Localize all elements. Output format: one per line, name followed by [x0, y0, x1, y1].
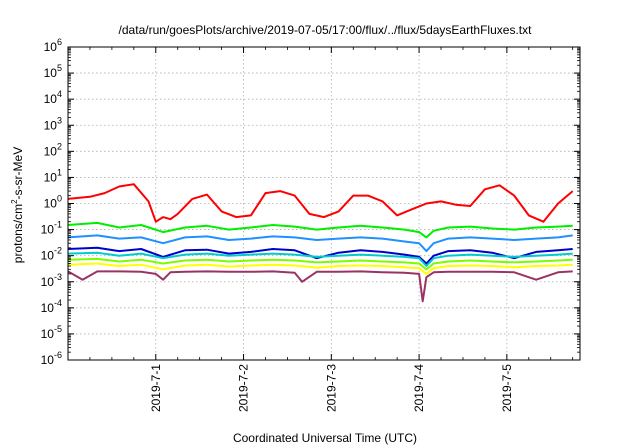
y-tick-label-exp: -1: [54, 220, 62, 230]
y-tick-label: 10-2: [41, 246, 62, 263]
x-tick-label: 2019-7-5: [500, 364, 514, 412]
y-tick-label-exp: -5: [54, 324, 62, 334]
x-axis-label: Coordinated Universal Time (UTC): [233, 431, 417, 445]
axis-ticks: [68, 46, 580, 361]
series-line: [67, 257, 573, 271]
y-tick-label: 10-3: [41, 272, 62, 289]
y-tick-label-exp: 5: [57, 63, 62, 73]
series-line: [67, 234, 573, 253]
series-line: [67, 262, 573, 275]
y-tick-label-exp: 2: [57, 141, 62, 151]
y-tick-label-exp: 6: [57, 37, 62, 47]
y-axis-label-sup: 2: [10, 199, 19, 204]
x-tick-label: 2019-7-1: [149, 364, 163, 412]
y-tick-label: 101: [44, 167, 62, 184]
y-tick-label: 102: [44, 141, 62, 158]
y-tick-label: 100: [44, 194, 62, 211]
series-line: [67, 270, 573, 303]
y-axis-label: protons/cm2-s-sr-MeV: [10, 147, 25, 263]
x-tick-label: 2019-7-2: [237, 364, 251, 412]
y-tick-label-base: 10: [41, 327, 55, 341]
y-tick-label: 105: [44, 63, 62, 80]
y-tick-label: 104: [44, 89, 62, 106]
x-tick-labels: 2019-7-1 2019-7-2 2019-7-3 2019-7-4 2019-7-5: [149, 364, 514, 412]
y-tick-label-exp: 3: [57, 115, 62, 125]
y-tick-label-exp: 4: [57, 89, 62, 99]
series-layer: [67, 183, 574, 303]
y-tick-label-base: 10: [44, 144, 58, 158]
series-line: [67, 246, 573, 265]
y-tick-label-base: 10: [41, 275, 55, 289]
y-tick-label-base: 10: [44, 197, 58, 211]
y-tick-label: 10-5: [41, 324, 62, 341]
y-tick-label-exp: -2: [54, 246, 62, 256]
series-line: [67, 251, 573, 267]
y-tick-label-base: 10: [41, 301, 55, 315]
y-tick-label-base: 10: [44, 66, 58, 80]
y-tick-label-base: 10: [44, 92, 58, 106]
y-tick-labels: 10-610-510-410-310-210-11001011021031041…: [41, 37, 62, 367]
series-line: [67, 221, 573, 239]
y-axis-label-rest: -s-sr-MeV: [11, 147, 25, 200]
y-tick-label-base: 10: [44, 40, 58, 54]
y-tick-label-base: 10: [44, 170, 58, 184]
y-tick-label-exp: -6: [54, 350, 62, 360]
y-tick-label-base: 10: [41, 249, 55, 263]
y-tick-label-exp: 0: [57, 194, 62, 204]
y-tick-label-base: 10: [41, 353, 55, 367]
x-tick-label: 2019-7-4: [412, 364, 426, 412]
y-tick-label: 10-1: [41, 220, 62, 237]
grid: [68, 47, 580, 360]
y-tick-label-base: 10: [41, 223, 55, 237]
y-tick-label: 106: [44, 37, 62, 54]
y-tick-label: 103: [44, 115, 62, 132]
y-tick-label-exp: -4: [54, 298, 62, 308]
y-tick-label-base: 10: [44, 118, 58, 132]
x-tick-label: 2019-7-3: [324, 364, 338, 412]
y-tick-label-exp: -3: [54, 272, 62, 282]
chart-title: /data/run/goesPlots/archive/2019-07-05/1…: [119, 23, 533, 37]
y-axis-label-base: protons/cm: [11, 204, 25, 263]
series-line: [67, 183, 574, 223]
y-tick-label-exp: 1: [57, 167, 62, 177]
y-tick-label: 10-4: [41, 298, 62, 315]
y-tick-label: 10-6: [41, 350, 62, 367]
